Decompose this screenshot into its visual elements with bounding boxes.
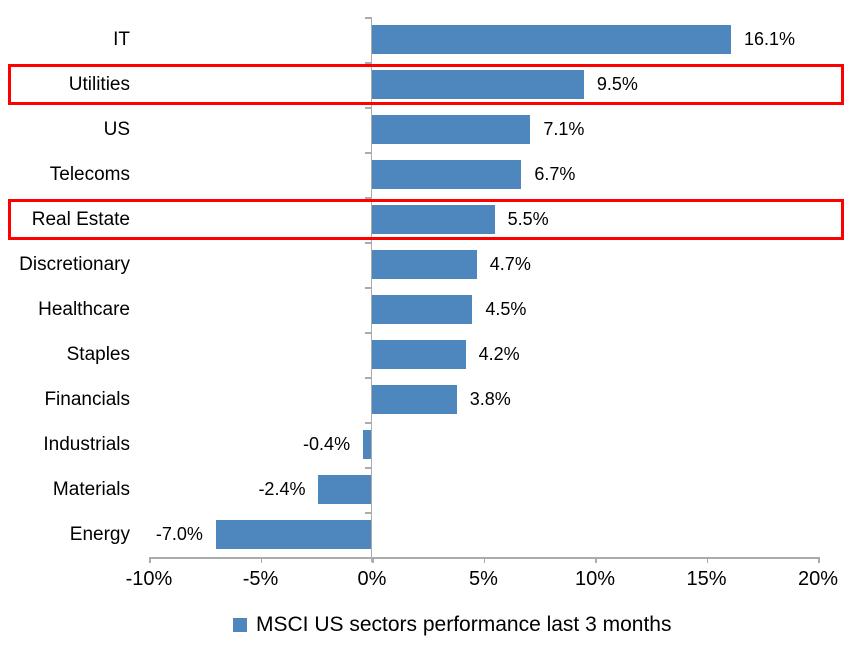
category-label-healthcare: Healthcare — [38, 298, 130, 320]
value-label-real-estate: 5.5% — [507, 209, 549, 229]
value-label-us: 7.1% — [543, 119, 585, 139]
x-axis-tick — [260, 557, 262, 563]
x-axis-tick — [818, 557, 820, 563]
highlight-box-real-estate — [8, 199, 844, 240]
x-axis-tick-label: 5% — [469, 568, 498, 590]
y-axis-line — [370, 17, 372, 562]
y-axis-tick — [364, 242, 371, 244]
category-label-industrials: Industrials — [43, 433, 130, 455]
y-axis-tick — [364, 422, 371, 424]
category-label-financials: Financials — [44, 388, 130, 410]
category-label-energy: Energy — [69, 523, 130, 545]
value-label-industrials: -0.4% — [303, 434, 351, 454]
y-axis-tick — [364, 62, 371, 64]
y-axis-tick — [364, 17, 371, 19]
x-axis-tick-label: 0% — [357, 568, 387, 590]
category-label-materials: Materials — [52, 478, 130, 500]
legend-label: MSCI US sectors performance last 3 month… — [256, 613, 672, 636]
y-axis-tick — [364, 287, 371, 289]
x-axis-tick-label: -5% — [242, 568, 279, 590]
x-axis-tick-label: -10% — [125, 568, 173, 590]
y-axis-tick — [364, 107, 371, 109]
x-axis-tick-label: 10% — [574, 568, 616, 590]
x-axis-tick — [149, 557, 151, 563]
value-label-materials: -2.4% — [258, 479, 306, 499]
bar-discretionary — [372, 250, 477, 279]
value-label-telecoms: 6.7% — [534, 164, 576, 184]
x-axis-tick — [595, 557, 597, 563]
value-label-financials: 3.8% — [469, 389, 511, 409]
category-label-staples: Staples — [66, 343, 130, 365]
bar-financials — [372, 385, 457, 414]
value-label-energy: -7.0% — [155, 524, 203, 544]
value-label-healthcare: 4.5% — [485, 299, 527, 319]
y-axis-tick — [364, 512, 371, 514]
value-label-utilities: 9.5% — [596, 74, 638, 94]
y-axis-tick — [364, 377, 371, 379]
x-axis-tick-label: 15% — [686, 568, 727, 590]
x-axis-tick-label: 20% — [797, 568, 839, 590]
bar-real-estate — [372, 205, 495, 234]
x-axis-tick — [706, 557, 708, 563]
category-label-it: IT — [113, 28, 130, 50]
bar-it — [372, 25, 732, 54]
bar-materials — [318, 475, 372, 504]
value-label-staples: 4.2% — [478, 344, 520, 364]
category-label-discretionary: Discretionary — [19, 253, 130, 275]
legend: MSCI US sectors performance last 3 month… — [233, 613, 671, 637]
bar-utilities — [372, 70, 584, 99]
category-label-us: US — [103, 118, 130, 140]
x-axis-tick — [372, 557, 374, 563]
legend-swatch-icon — [233, 618, 247, 632]
bar-us — [372, 115, 531, 144]
category-label-utilities: Utilities — [68, 73, 130, 95]
bar-telecoms — [372, 160, 522, 189]
bar-staples — [372, 340, 466, 369]
highlight-box-utilities — [8, 64, 844, 105]
x-axis-tick — [483, 557, 485, 563]
y-axis-tick — [364, 332, 371, 334]
y-axis-tick — [364, 197, 371, 199]
bar-healthcare — [372, 295, 473, 324]
y-axis-tick — [364, 467, 371, 469]
y-axis-tick — [364, 152, 371, 154]
bar-industrials — [363, 430, 372, 459]
value-label-it: 16.1% — [744, 29, 796, 49]
bar-energy — [215, 520, 372, 549]
value-label-discretionary: 4.7% — [489, 254, 531, 274]
category-label-real-estate: Real Estate — [31, 208, 130, 230]
category-label-telecoms: Telecoms — [49, 163, 130, 185]
